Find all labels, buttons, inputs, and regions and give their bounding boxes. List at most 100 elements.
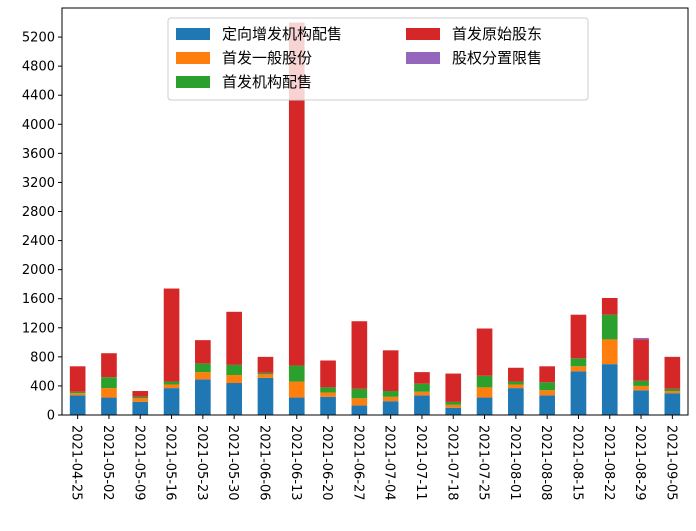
bar-segment-2021-05-09-series-0 [132, 401, 149, 415]
bar-segment-2021-05-02-series-1 [101, 388, 117, 398]
bar-segment-2021-08-01-series-2 [508, 381, 524, 385]
bar-segment-2021-08-22-series-1 [601, 339, 618, 365]
bar-segment-2021-08-29-series-3 [633, 339, 649, 381]
bar-segment-2021-05-16-series-2 [163, 381, 180, 385]
y-tick-label: 400 [30, 379, 55, 394]
bar-segment-2021-07-04-series-0 [382, 401, 399, 415]
x-tick-label: 2021-06-27 [350, 425, 365, 501]
bar-segment-2021-07-11-series-2 [414, 383, 430, 392]
bar-segment-2021-07-18-series-1 [445, 404, 462, 408]
x-tick-label: 2021-08-15 [569, 425, 584, 501]
bar-segment-2021-08-08-series-1 [539, 390, 555, 396]
bar-segment-2021-05-02-series-3 [101, 353, 117, 378]
bar-segment-2021-05-16-series-0 [163, 388, 180, 415]
bar-segment-2021-05-30-series-0 [226, 383, 242, 415]
bar-segment-2021-06-27-series-2 [351, 388, 368, 399]
y-tick-label: 3200 [22, 176, 55, 191]
bar-segment-2021-05-30-series-2 [226, 364, 242, 376]
legend-frame [167, 17, 589, 101]
x-tick-label: 2021-08-29 [632, 425, 647, 501]
bar-segment-2021-04-25-series-2 [69, 391, 86, 394]
bar-segment-2021-08-01-series-0 [508, 388, 524, 415]
bar-segment-2021-08-22-series-3 [601, 297, 618, 315]
bar-segment-2021-06-27-series-1 [351, 398, 368, 406]
bar-segment-2021-09-05-series-3 [664, 356, 681, 389]
legend-label-series-2: 首发机构配售 [222, 73, 312, 91]
x-tick-label: 2021-06-20 [319, 425, 334, 501]
bar-segment-2021-07-18-series-3 [445, 373, 462, 402]
y-tick-label: 2000 [22, 263, 55, 278]
y-tick-label: 2400 [22, 234, 55, 249]
bar-segment-2021-08-22-series-2 [601, 314, 618, 340]
bar-segment-2021-06-20-series-1 [320, 392, 336, 397]
bar-segment-2021-06-13-series-0 [288, 397, 305, 415]
bar-segment-2021-08-01-series-3 [508, 367, 524, 382]
x-tick-label: 2021-05-23 [194, 425, 209, 501]
bar-segment-2021-07-04-series-2 [382, 391, 399, 397]
bar-segment-2021-08-29-series-2 [633, 380, 649, 386]
x-tick-label: 2021-07-04 [382, 425, 397, 501]
bar-segment-2021-07-25-series-3 [476, 328, 493, 376]
bar-segment-2021-08-08-series-0 [539, 395, 555, 415]
legend-label-series-4: 股权分置限售 [452, 49, 542, 67]
bar-segment-2021-05-09-series-1 [132, 398, 149, 402]
x-tick-label: 2021-06-06 [256, 425, 271, 501]
bar-segment-2021-04-25-series-0 [69, 395, 86, 415]
y-tick-label: 1600 [22, 292, 55, 307]
bar-segment-2021-06-20-series-3 [320, 360, 336, 388]
bar-segment-2021-07-11-series-0 [414, 395, 430, 415]
legend-swatch-series-0 [176, 28, 210, 40]
legend-swatch-series-2 [176, 76, 210, 88]
bar-segment-2021-05-23-series-0 [195, 379, 211, 415]
y-tick-label: 4400 [22, 89, 55, 104]
legend-swatch-series-1 [176, 52, 210, 64]
x-tick-label: 2021-05-16 [163, 425, 178, 501]
bar-segment-2021-08-08-series-2 [539, 382, 555, 391]
bar-segment-2021-08-15-series-3 [570, 314, 587, 359]
legend-swatch-series-3 [406, 28, 440, 40]
bar-segment-2021-07-04-series-3 [382, 350, 399, 392]
y-tick-label: 4000 [22, 118, 55, 133]
bar-segment-2021-06-06-series-1 [257, 374, 274, 378]
bar-segment-2021-09-05-series-1 [664, 391, 681, 394]
bar-segment-2021-08-15-series-2 [570, 358, 587, 367]
bar-segment-2021-07-11-series-3 [414, 372, 430, 384]
bar-segment-2021-07-11-series-1 [414, 391, 430, 396]
bar-segment-2021-06-13-series-1 [288, 381, 305, 398]
bar-segment-2021-08-15-series-0 [570, 371, 587, 415]
bar-segment-2021-05-02-series-2 [101, 377, 117, 389]
bars-group [69, 22, 681, 416]
bar-segment-2021-04-25-series-3 [69, 366, 86, 392]
x-tick-label: 2021-08-22 [601, 425, 616, 501]
bar-segment-2021-05-16-series-1 [163, 384, 180, 389]
y-tick-label: 1200 [22, 321, 55, 336]
x-tick-label: 2021-08-01 [507, 425, 522, 501]
bar-segment-2021-05-09-series-2 [132, 396, 149, 399]
y-tick-label: 4800 [22, 60, 55, 75]
x-tick-label: 2021-07-18 [444, 425, 459, 501]
bar-segment-2021-07-25-series-1 [476, 387, 493, 398]
bar-segment-2021-05-30-series-1 [226, 375, 242, 384]
bar-segment-2021-05-23-series-1 [195, 372, 211, 380]
bar-segment-2021-06-27-series-0 [351, 405, 368, 415]
bar-segment-2021-07-25-series-2 [476, 375, 493, 388]
bar-segment-2021-04-25-series-1 [69, 393, 86, 396]
x-tick-label: 2021-05-30 [225, 425, 240, 501]
y-tick-label: 5200 [22, 31, 55, 46]
x-axis: 2021-04-25 2021-05-02 2021-05-09 2021-05-16… [69, 415, 678, 501]
bar-segment-2021-05-02-series-0 [101, 397, 117, 415]
x-tick-label: 2021-07-25 [476, 425, 491, 501]
x-tick-label: 2021-09-05 [663, 425, 678, 501]
bar-segment-2021-06-06-series-0 [257, 377, 274, 415]
bar-segment-2021-06-06-series-3 [257, 356, 274, 373]
bar-segment-2021-06-20-series-0 [320, 396, 336, 415]
bar-segment-2021-06-13-series-3 [288, 22, 305, 366]
bar-segment-2021-07-25-series-0 [476, 397, 493, 415]
y-axis: 0 400 800 1200 1600 2000 2400 2800 3200 3600 4000 4… [22, 31, 62, 424]
bar-segment-2021-07-18-series-0 [445, 407, 462, 415]
bar-segment-2021-06-20-series-2 [320, 387, 336, 393]
bar-segment-2021-05-23-series-3 [195, 340, 211, 364]
legend-swatch-series-4 [406, 52, 440, 64]
